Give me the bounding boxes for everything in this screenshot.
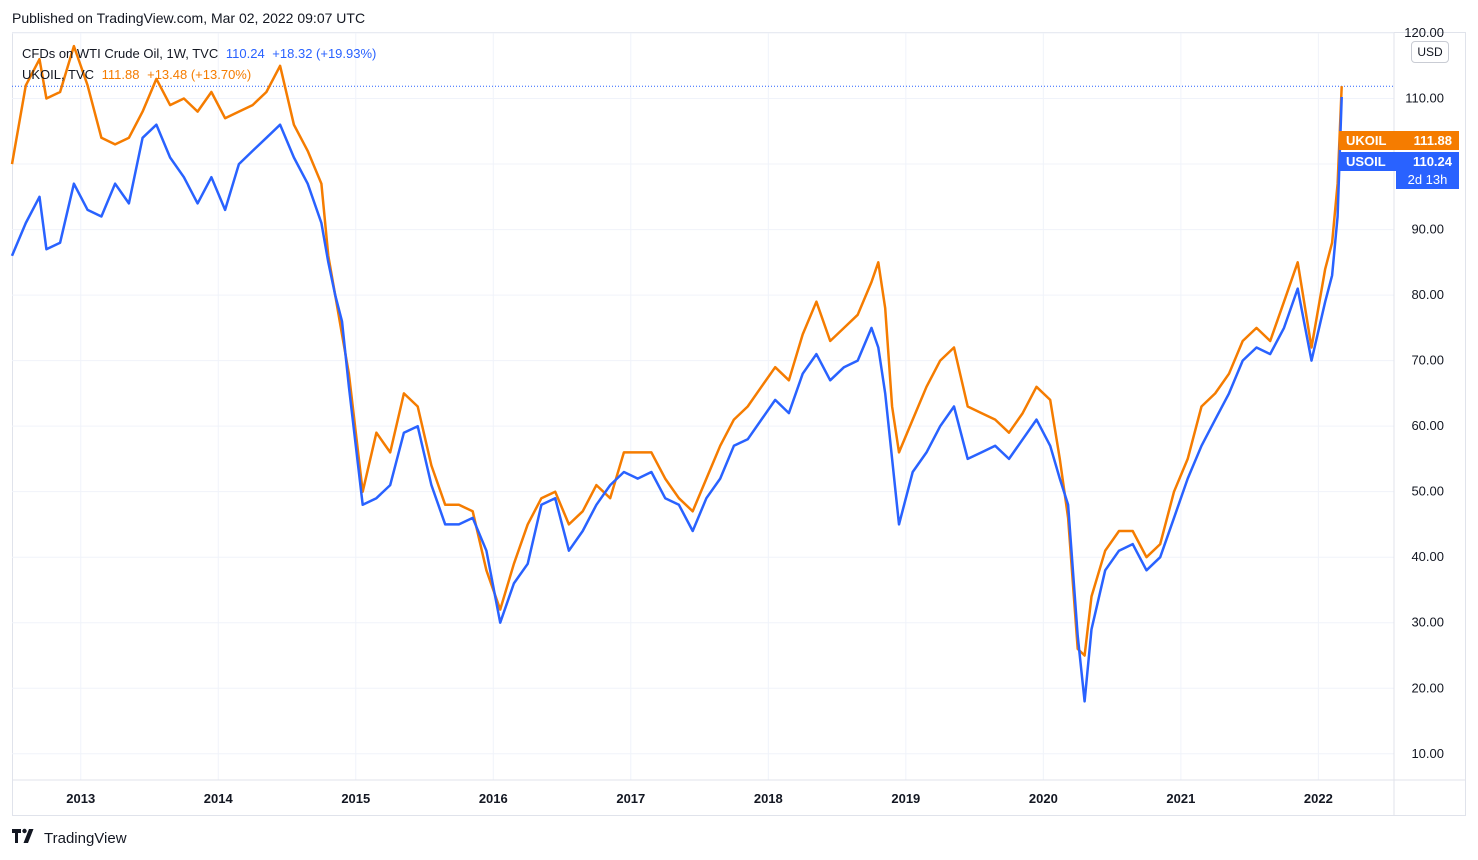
x-tick-label: 2017 xyxy=(616,791,645,806)
x-tick-label: 2018 xyxy=(754,791,783,806)
ukoil-label-name: UKOIL xyxy=(1346,133,1387,148)
ukoil-label-value: 111.88 xyxy=(1413,133,1452,148)
y-tick-label: 40.00 xyxy=(1411,549,1444,564)
x-tick-label: 2020 xyxy=(1029,791,1058,806)
x-tick-label: 2022 xyxy=(1304,791,1333,806)
legend-ukoil[interactable]: UKOIL, TVC 111.88 +13.48 (+13.70%) xyxy=(22,67,255,82)
y-tick-label: 10.00 xyxy=(1411,746,1444,761)
y-tick-label: 60.00 xyxy=(1411,418,1444,433)
series-line-ukoil xyxy=(10,44,1343,657)
y-tick-label: 30.00 xyxy=(1411,615,1444,630)
ukoil-price-label: UKOIL 111.88 xyxy=(1339,131,1459,150)
x-tick-label: 2013 xyxy=(66,791,95,806)
y-tick-label: 90.00 xyxy=(1411,222,1444,237)
x-tick-label: 2014 xyxy=(204,791,234,806)
x-tick-label: 2016 xyxy=(479,791,508,806)
y-tick-label: 50.00 xyxy=(1411,484,1444,499)
grid-lines xyxy=(12,32,1394,780)
y-tick-label: 80.00 xyxy=(1411,287,1444,302)
usoil-label-value: 110.24 xyxy=(1412,154,1452,169)
usoil-label-name: USOIL xyxy=(1346,154,1386,169)
currency-button[interactable]: USD xyxy=(1411,41,1449,63)
y-tick-label: 110.00 xyxy=(1405,91,1444,106)
series-line-usoil xyxy=(10,96,1343,703)
usoil-countdown-label: 2d 13h xyxy=(1396,171,1459,189)
legend-usoil-price: 110.24 xyxy=(225,46,265,61)
legend-usoil-change: +18.32 (+19.93%) xyxy=(272,46,377,61)
footer-brand-name: TradingView xyxy=(44,829,127,847)
legend-ukoil-price: 111.88 xyxy=(101,67,140,82)
y-tick-label: 120.00 xyxy=(1404,25,1444,40)
legend-ukoil-change: +13.48 (+13.70%) xyxy=(147,67,252,82)
x-tick-label: 2015 xyxy=(341,791,370,806)
published-caption: Published on TradingView.com, Mar 02, 20… xyxy=(12,10,366,26)
y-tick-label: 20.00 xyxy=(1411,680,1444,695)
series-lines xyxy=(10,44,1343,703)
x-tick-label: 2021 xyxy=(1166,791,1195,806)
y-tick-label: 70.00 xyxy=(1411,353,1444,368)
legend-usoil-symbol: CFDs on WTI Crude Oil, 1W, TVC xyxy=(22,46,219,61)
legend-ukoil-symbol: UKOIL, TVC xyxy=(22,67,95,82)
tradingview-logo-icon xyxy=(12,828,38,848)
legend-usoil[interactable]: CFDs on WTI Crude Oil, 1W, TVC 110.24 +1… xyxy=(22,46,380,61)
usoil-price-label: USOIL 110.24 xyxy=(1339,152,1459,171)
x-tick-label: 2019 xyxy=(891,791,920,806)
time-axis: 2013 2014 2015 2016 2017 2018 2019 2020 2021 2022 xyxy=(12,779,1466,806)
footer-brand[interactable]: TradingView xyxy=(12,828,127,848)
